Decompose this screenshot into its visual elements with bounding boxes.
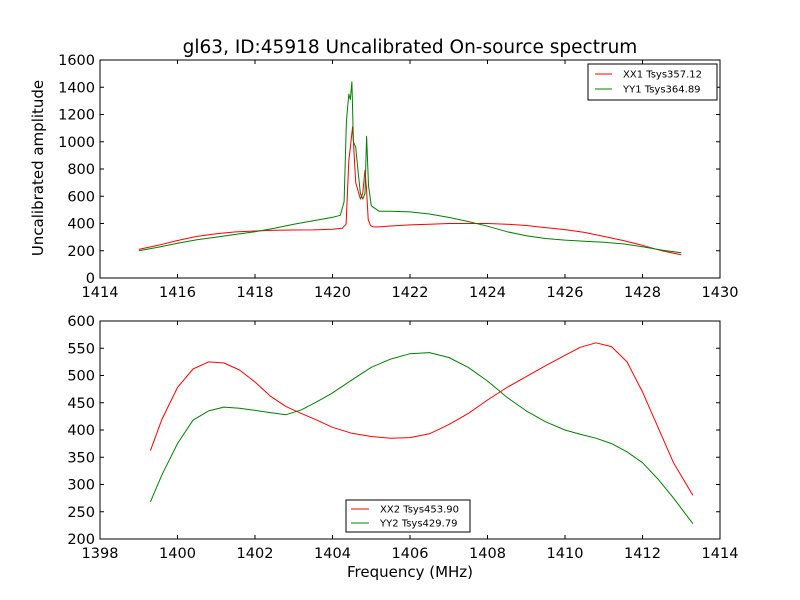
chart-bottom-plot-lines (149, 342, 694, 525)
chart-top-xtick-label: 1426 (547, 285, 584, 301)
chart-bottom-legend-box (345, 499, 471, 533)
chart-bottom-xtick-label: 1402 (237, 546, 274, 562)
chart-bottom-ytick-label: 200 (67, 532, 95, 548)
chart-bottom-frame (99, 320, 721, 540)
chart-bottom-ytick-label: 600 (67, 314, 95, 330)
chart-bottom-ytick-label: 550 (67, 341, 95, 357)
chart-top-legend: XX1 Tsys357.12 YY1 Tsys364.89 (587, 63, 718, 101)
chart-bottom-legend-label-xx2: XX2 Tsys453.90 (380, 505, 459, 516)
chart-bottom-ytick-label: 500 (67, 369, 95, 385)
chart-bottom-xtick-label: 1400 (159, 546, 196, 562)
chart-bottom-xtick-label: 1408 (469, 546, 506, 562)
chart-top-series-xx1 (138, 126, 682, 256)
chart-bottom-ytick-label: 450 (67, 396, 95, 412)
chart-top-xtick-label: 1420 (314, 285, 351, 301)
chart-top-xtick-label: 1414 (82, 285, 119, 301)
chart-bottom-ytick-label: 350 (67, 450, 95, 466)
chart-bottom-xtick-label: 1398 (82, 546, 119, 562)
chart-top-xtick-label: 1428 (624, 285, 661, 301)
chart-top-ytick-label: 400 (67, 217, 95, 233)
chart-top-ytick-label: 200 (67, 244, 95, 260)
chart-top-xtick-label: 1418 (237, 285, 274, 301)
chart-bottom-xtick-label: 1410 (547, 546, 584, 562)
chart-top: gl63, ID:45918 Uncalibrated On-source sp… (29, 37, 738, 301)
chart-top-ytick-label: 1400 (58, 80, 95, 96)
chart-bottom-xtick-label: 1414 (702, 546, 739, 562)
chart-top-ylabel: Uncalibrated amplitude (29, 80, 47, 256)
chart-bottom-xtick-label: 1406 (392, 546, 429, 562)
chart-top-ytick-label: 1200 (58, 108, 95, 124)
chart-bottom: Frequency (MHz) 1398 1400 1402 1404 1406 1408… (67, 314, 738, 581)
chart-bottom-series-xx2 (149, 342, 694, 496)
chart-bottom-ytick-label: 300 (67, 478, 95, 494)
chart-top-legend-label-xx1: XX1 Tsys357.12 (623, 70, 702, 81)
chart-top-plot-lines (138, 81, 682, 256)
chart-bottom-ytick-label: 400 (67, 423, 95, 439)
chart-bottom-legend-label-yy2: YY2 Tsys429.79 (379, 519, 458, 530)
chart-top-legend-label-yy1: YY1 Tsys364.89 (622, 85, 701, 96)
chart-bottom-xlabel: Frequency (MHz) (347, 563, 473, 581)
chart-top-ytick-label: 1600 (58, 53, 95, 69)
chart-top-ytick-label: 0 (86, 271, 95, 287)
chart-bottom-ytick-label: 250 (67, 505, 95, 521)
chart-top-xtick-label: 1424 (469, 285, 506, 301)
chart-top-frame (99, 59, 721, 279)
chart-top-xtick-label: 1422 (392, 285, 429, 301)
chart-bottom-tick-labels: 1398 1400 1402 1404 1406 1408 1410 1412 1414 200 2… (67, 314, 738, 562)
chart-top-xtick-label: 1430 (702, 285, 739, 301)
chart-top-series-yy1 (138, 81, 682, 254)
chart-bottom-series-yy2 (149, 352, 694, 525)
chart-top-ytick-label: 600 (67, 189, 95, 205)
chart-top-xtick-label: 1416 (159, 285, 196, 301)
chart-top-title: gl63, ID:45918 Uncalibrated On-source sp… (183, 37, 638, 58)
chart-top-ytick-label: 1000 (58, 135, 95, 151)
chart-top-legend-box (587, 63, 718, 101)
chart-top-tick-labels: 1414 1416 1418 1420 1422 1424 1426 1428 1430 0 200… (58, 53, 738, 301)
chart-bottom-legend: XX2 Tsys453.90 YY2 Tsys429.79 (345, 499, 471, 533)
chart-bottom-xtick-label: 1404 (314, 546, 351, 562)
chart-top-ytick-label: 800 (67, 162, 95, 178)
chart-bottom-xtick-label: 1412 (624, 546, 661, 562)
